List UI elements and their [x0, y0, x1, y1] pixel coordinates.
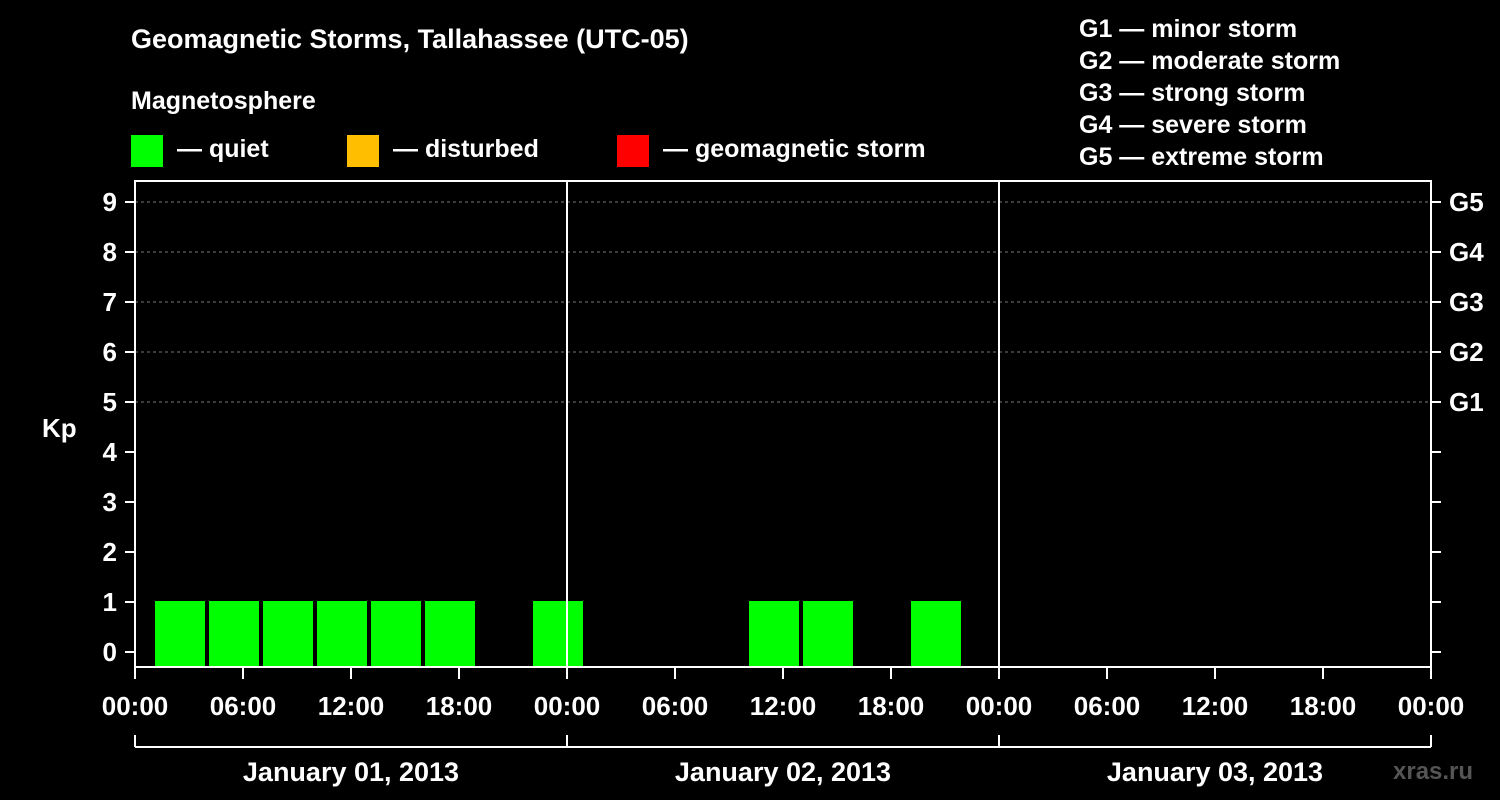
kp-bar-3	[317, 601, 367, 667]
storm-scale-g4: G4 — severe storm	[1079, 111, 1307, 139]
x-tick-label: 00:00	[1398, 691, 1465, 721]
right-axis-label-g5: G5	[1449, 187, 1484, 217]
storm-scale-g2: G2 — moderate storm	[1079, 47, 1340, 75]
axes	[125, 180, 1441, 748]
legend-heading: Magnetosphere	[131, 87, 316, 115]
y-tick-label: 7	[103, 287, 117, 317]
kp-bar-2	[263, 601, 313, 667]
grid-lines	[135, 201, 1431, 403]
y-tick-label: 0	[103, 637, 117, 667]
x-tick-label: 12:00	[750, 691, 817, 721]
kp-bar-7	[749, 601, 799, 667]
x-tick-label: 18:00	[426, 691, 493, 721]
y-tick-label: 3	[103, 487, 117, 517]
kp-bar-6	[533, 601, 583, 667]
y-axis-label: Kp	[42, 413, 77, 443]
x-tick-label: 00:00	[534, 691, 601, 721]
right-axis-label-g3: G3	[1449, 287, 1484, 317]
x-tick-label: 18:00	[1290, 691, 1357, 721]
y-tick-label: 5	[103, 387, 117, 417]
x-tick-label: 06:00	[210, 691, 277, 721]
kp-bar-4	[371, 601, 421, 667]
storm-scale-g5: G5 — extreme storm	[1079, 143, 1324, 171]
x-tick-label: 12:00	[318, 691, 385, 721]
y-tick-label: 4	[103, 437, 118, 467]
right-axis-label-g1: G1	[1449, 387, 1484, 417]
legend-label-quiet: — quiet	[177, 135, 269, 163]
x-tick-label: 00:00	[102, 691, 169, 721]
x-tick-label: 06:00	[1074, 691, 1141, 721]
y-tick-label: 6	[103, 337, 117, 367]
kp-bar-5	[425, 601, 475, 667]
x-tick-label: 12:00	[1182, 691, 1249, 721]
kp-bar-8	[803, 601, 853, 667]
legend-label-storm: — geomagnetic storm	[663, 135, 926, 163]
storm-scale-g3: G3 — strong storm	[1079, 79, 1305, 107]
x-tick-label: 18:00	[858, 691, 925, 721]
chart-title: Geomagnetic Storms, Tallahassee (UTC-05)	[131, 24, 689, 54]
credit-text: xras.ru	[1393, 758, 1473, 785]
bar-series	[155, 601, 961, 667]
legend-label-disturbed: — disturbed	[393, 135, 539, 163]
legend-swatch-quiet	[131, 135, 163, 167]
x-tick-label: 06:00	[642, 691, 709, 721]
day-label: January 03, 2013	[1107, 757, 1323, 787]
day-label: January 01, 2013	[243, 757, 459, 787]
plot-frame	[134, 180, 1432, 668]
tick-labels: 0 1 2 3 4 5 6 7 8 9 G1 G2 G3 G4 G5 00:00 06:00 12:00 18:00…	[102, 187, 1484, 787]
legend-swatch-storm	[617, 135, 649, 167]
y-tick-label: 1	[103, 587, 117, 617]
kp-bar-1	[209, 601, 259, 667]
y-tick-label: 2	[103, 537, 117, 567]
legend-swatch-disturbed	[347, 135, 379, 167]
x-tick-label: 00:00	[966, 691, 1033, 721]
y-tick-label: 8	[103, 237, 117, 267]
right-axis-label-g2: G2	[1449, 337, 1484, 367]
right-axis-label-g4: G4	[1449, 237, 1484, 267]
kp-bar-9	[911, 601, 961, 667]
kp-bar-0	[155, 601, 205, 667]
storm-scale-g1: G1 — minor storm	[1079, 15, 1297, 43]
y-tick-label: 9	[103, 187, 117, 217]
day-label: January 02, 2013	[675, 757, 891, 787]
